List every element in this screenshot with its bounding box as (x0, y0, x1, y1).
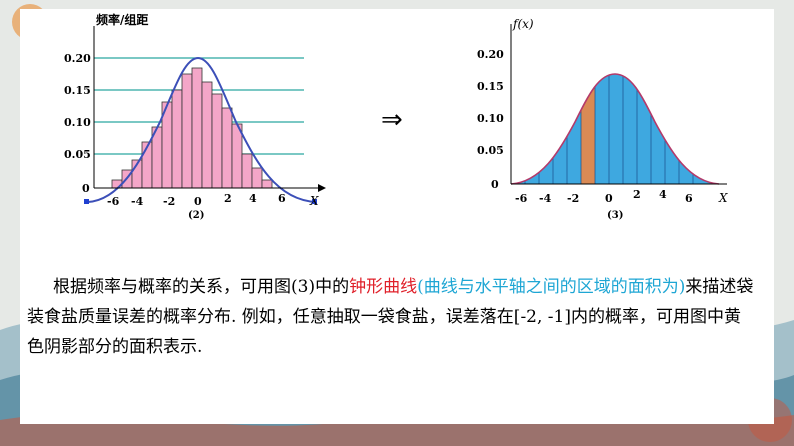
normal-curve (87, 56, 317, 203)
histogram-ylabel: 频率/组距 (96, 12, 148, 27)
bell-xtick: 2 (633, 188, 641, 201)
bell-xlabel: X (718, 191, 728, 205)
histogram-bar (201, 81, 213, 189)
bell-xtick: -4 (539, 192, 552, 205)
bell-ytick: 0.05 (477, 144, 504, 157)
bell-caption: (3) (607, 210, 623, 221)
shaded-strip (581, 74, 595, 184)
histogram-xlabel: X (309, 194, 319, 208)
histogram-ytick: 0.05 (64, 148, 91, 161)
histogram-bar (261, 179, 273, 189)
bell-xtick: -2 (567, 192, 579, 205)
histogram-bar (221, 107, 233, 189)
bell-ytick: 0.10 (477, 112, 504, 125)
paragraph-text-2: 来描述袋装食盐质量误差的概率分布. 例如，任意抽取一袋食盐，误差落在[-2, -… (27, 277, 754, 357)
histogram-bar (211, 93, 223, 189)
histogram-xtick: 4 (249, 192, 257, 205)
histogram-bar (171, 89, 183, 189)
implies-arrow: ⇒ (381, 105, 403, 135)
bell-xtick: -6 (515, 192, 528, 205)
histogram-ytick: 0.20 (64, 52, 91, 65)
histogram-figure: 频率/组距 0.20 0.15 0.10 0.05 0 -6 -4 -2 0 2… (64, 12, 326, 221)
bell-xtick: 4 (659, 188, 667, 201)
area-definition-text: (曲线与水平轴之间的区域的面积为) (417, 277, 686, 297)
histogram-caption: (2) (188, 210, 204, 221)
histogram-bar (181, 73, 193, 189)
histogram-xtick: 6 (278, 192, 286, 205)
content-card (20, 9, 774, 424)
bell-curve-figure: f(x) 0.20 0.15 0.10 0.05 0 -6 -4 -2 0 2 … (477, 17, 728, 221)
histogram-bar (241, 153, 253, 189)
paragraph-text-1: 根据频率与概率的关系，可用图(3)中的 (53, 277, 350, 297)
bell-xtick: 6 (685, 192, 693, 205)
histogram-bar (191, 67, 203, 189)
bell-ytick: 0.20 (477, 48, 504, 61)
histogram-xtick: -2 (163, 195, 175, 208)
bell-xtick: 0 (605, 192, 613, 205)
histogram-xtick: -6 (107, 195, 120, 208)
histogram-xtick: 0 (194, 195, 202, 208)
histogram-xtick: -4 (131, 195, 144, 208)
histogram-x-arrowhead (318, 184, 326, 192)
bell-ytick: 0.15 (477, 80, 504, 93)
histogram-ytick: 0 (82, 182, 90, 195)
histogram-ytick: 0.10 (64, 116, 91, 129)
histogram-bar (231, 123, 243, 189)
histogram-ytick: 0.15 (64, 84, 91, 97)
curve-endpoint-marker (312, 199, 317, 204)
bell-ytick: 0 (491, 178, 499, 191)
bell-area (511, 74, 719, 184)
bell-ylabel: f(x) (512, 17, 534, 31)
bell-curve-outline (510, 73, 720, 185)
histogram-bars (111, 67, 273, 189)
bell-curve-term: 钟形曲线 (349, 277, 418, 297)
explanation-paragraph: 根据频率与概率的关系，可用图(3)中的钟形曲线(曲线与水平轴之间的区域的面积为)… (27, 272, 757, 362)
curve-endpoint-marker (84, 199, 89, 204)
histogram-xtick: 2 (224, 192, 232, 205)
histogram-bar (251, 167, 263, 189)
